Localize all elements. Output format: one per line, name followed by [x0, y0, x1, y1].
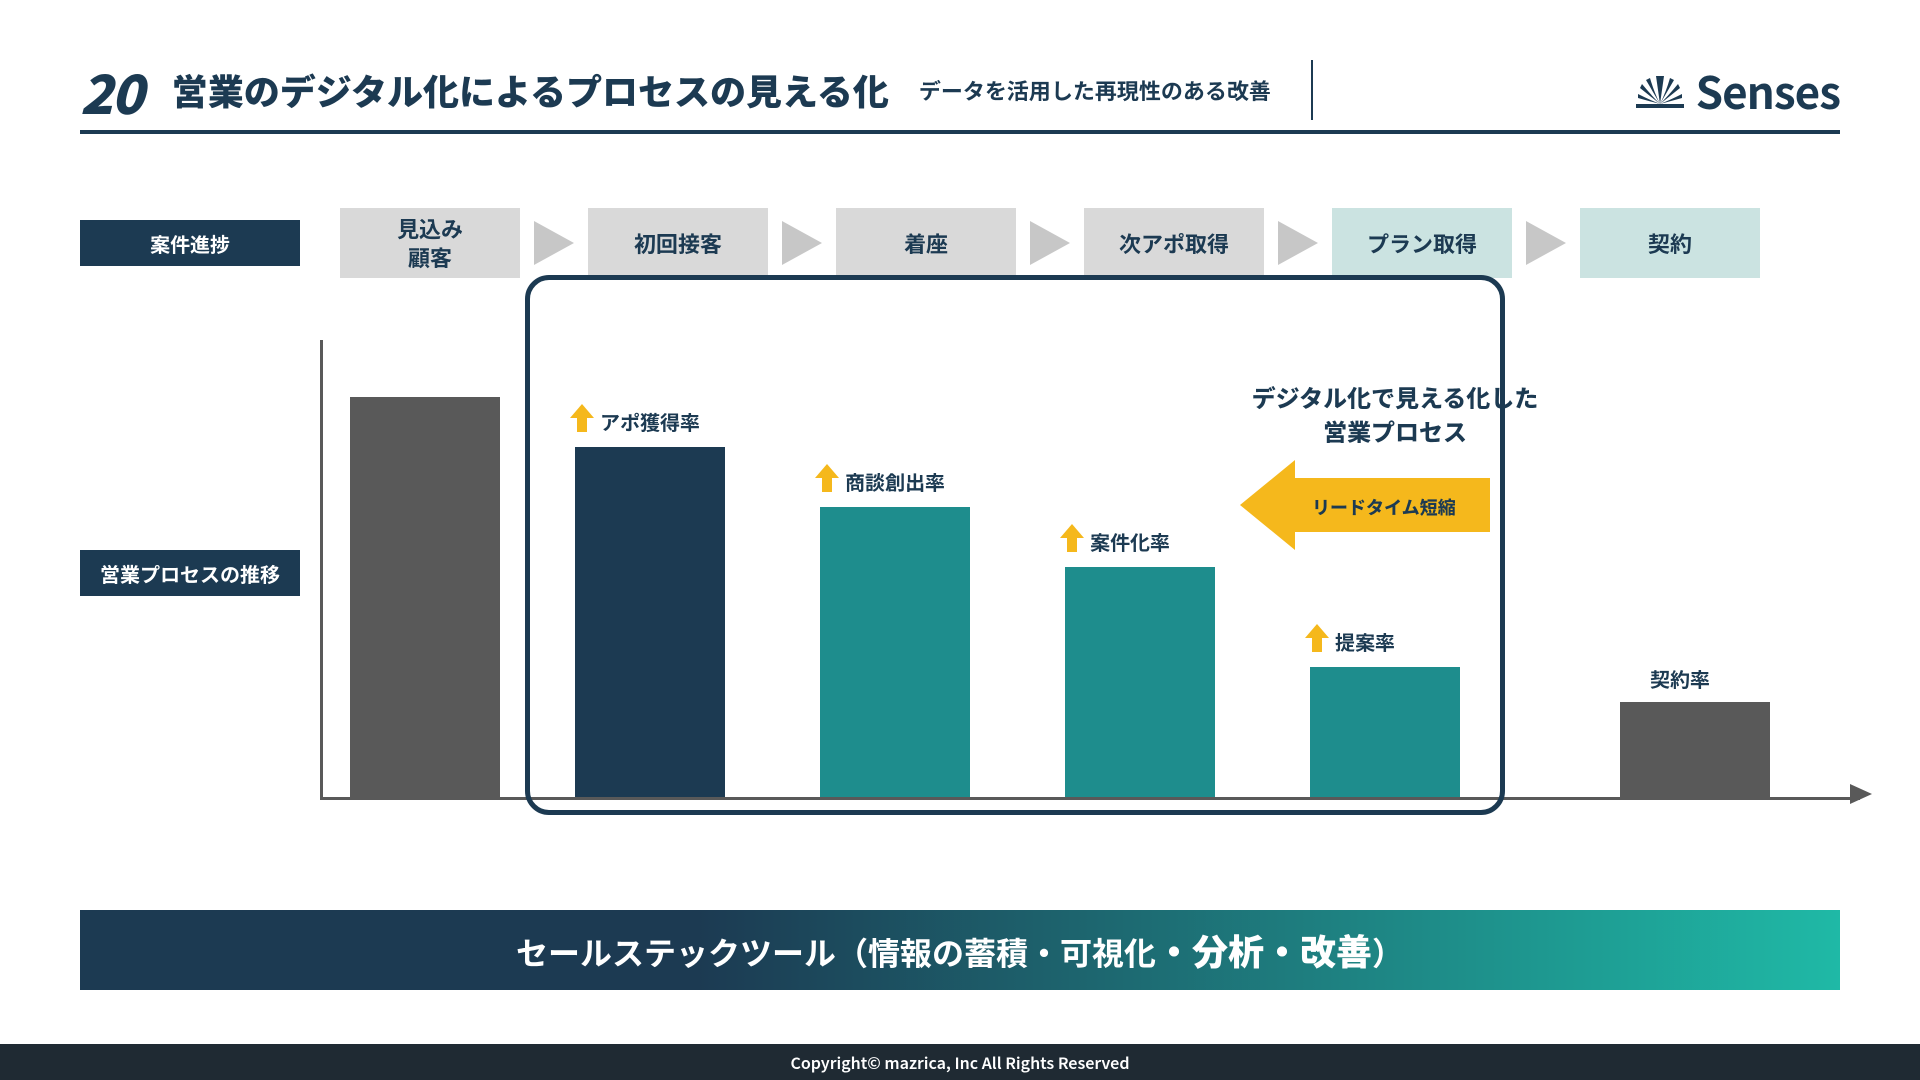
copyright-text: Copyright© mazrica, Inc All Rights Reser…	[790, 1050, 1129, 1074]
header-divider	[1311, 60, 1313, 120]
chart-bar	[350, 397, 500, 797]
slide-subtitle: データを活用した再現性のある改善	[919, 74, 1271, 106]
up-arrow-icon	[570, 404, 594, 438]
up-arrow-icon	[815, 464, 839, 498]
callout-line1: デジタル化で見える化した	[1230, 380, 1560, 414]
bar-label: 案件化率	[1060, 524, 1170, 558]
footer-suffix: ）	[1372, 929, 1404, 975]
brand-name: Senses	[1696, 58, 1840, 122]
brand-logo: Senses	[1636, 58, 1840, 122]
phase-box: 契約	[1580, 208, 1760, 278]
footer-prefix: セールステックツール（情報の蓄積・可視化	[516, 929, 1156, 975]
footer-bold: ・分析・改善	[1156, 924, 1372, 976]
footer-banner: セールステックツール（情報の蓄積・可視化・分析・改善）	[80, 910, 1840, 990]
chart-bar	[1620, 702, 1770, 797]
chart-bar	[1065, 567, 1215, 797]
leadtime-arrow: リードタイム短縮	[1240, 460, 1490, 555]
funnel-chart: アポ獲得率商談創出率案件化率提案率契約率	[320, 340, 1850, 800]
y-axis	[320, 340, 323, 800]
footer-text: セールステックツール（情報の蓄積・可視化・分析・改善）	[516, 924, 1404, 976]
phase-box: 着座	[836, 208, 1016, 278]
phase-arrow-icon	[534, 221, 574, 265]
chart-bar	[575, 447, 725, 797]
leadtime-arrow-label: リードタイム短縮	[1312, 494, 1456, 520]
bar-label: 提案率	[1305, 624, 1395, 658]
sunrise-icon	[1636, 70, 1684, 110]
bar-label: 商談創出率	[815, 464, 945, 498]
axis-arrow-icon	[1850, 784, 1872, 809]
callout-box: デジタル化で見える化した 営業プロセス	[1230, 380, 1560, 447]
header-rule	[80, 130, 1840, 134]
callout-line2: 営業プロセス	[1230, 414, 1560, 448]
phase-arrow-icon	[1526, 221, 1566, 265]
bar-label: アポ獲得率	[570, 404, 700, 438]
phase-arrow-icon	[1278, 221, 1318, 265]
phase-arrow-icon	[782, 221, 822, 265]
process-label: 営業プロセスの推移	[80, 550, 300, 596]
phase-box: 見込み 顧客	[340, 208, 520, 278]
phase-box: プラン取得	[1332, 208, 1512, 278]
chart-bar	[1310, 667, 1460, 797]
copyright-bar: Copyright© mazrica, Inc All Rights Reser…	[0, 1044, 1920, 1080]
phase-box: 次アポ取得	[1084, 208, 1264, 278]
up-arrow-icon	[1305, 624, 1329, 658]
phase-arrow-icon	[1030, 221, 1070, 265]
chart-bar	[820, 507, 970, 797]
phase-row: 見込み 顧客初回接客着座次アポ取得プラン取得契約	[340, 208, 1760, 278]
slide-header: 20 営業のデジタル化によるプロセスの見える化 データを活用した再現性のある改善…	[80, 60, 1840, 120]
page-number: 20	[80, 51, 142, 130]
phase-row-label: 案件進捗	[80, 220, 300, 266]
up-arrow-icon	[1060, 524, 1084, 558]
bar-label: 契約率	[1650, 664, 1710, 693]
slide-title: 営業のデジタル化によるプロセスの見える化	[172, 64, 889, 116]
phase-box: 初回接客	[588, 208, 768, 278]
